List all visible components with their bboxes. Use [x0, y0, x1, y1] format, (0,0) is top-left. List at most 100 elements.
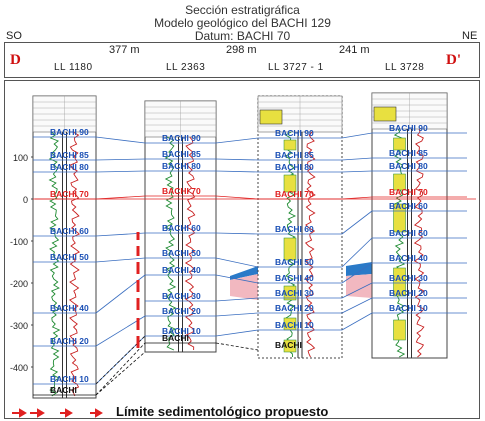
- depth-axis: 100 0 -100 -200 -300 -400: [10, 153, 35, 373]
- well-column-3: [257, 95, 343, 359]
- marker-label: BACHI 20: [389, 288, 428, 298]
- marker-label: BACHI 40: [50, 303, 89, 313]
- marker-label: BACHI 85: [162, 149, 201, 159]
- marker-label: BACHI 10: [50, 374, 89, 384]
- datum-label: Datum: BACHI 70: [194, 29, 291, 43]
- well-name-4: LL 3728: [385, 62, 425, 73]
- lithology-legend-box: [259, 109, 283, 125]
- correlation-line-bachi-30: [341, 282, 373, 299]
- sand-body: [393, 137, 406, 151]
- marker-label: BACHI 60: [162, 223, 201, 233]
- correlation-line-bachi-85: [341, 157, 373, 161]
- direction-left: SO: [6, 30, 22, 42]
- marker-label: BACHI 40: [275, 273, 314, 283]
- marker-label: BACHI 60: [50, 226, 89, 236]
- marker-label: BACHI 30: [162, 291, 201, 301]
- sand-body: [283, 339, 297, 353]
- legend-boundary-symbol: [12, 408, 103, 418]
- depth-tick-label: -400: [10, 363, 28, 373]
- well-border: [371, 92, 448, 359]
- correlation-line-bachi-80: [341, 170, 373, 173]
- well-column-1: [32, 95, 97, 399]
- blue-correlation-fill-left: [230, 266, 258, 280]
- correlation-line-bachi-60: [215, 232, 259, 235]
- marker-label: BACHI 10: [275, 320, 314, 330]
- section-frame: [4, 80, 480, 419]
- sp-log-curve: [48, 131, 61, 397]
- marker-label: BACHI 40: [162, 265, 201, 275]
- marker-label: BACHI 30: [389, 273, 428, 283]
- distance-1: 377 m: [109, 44, 140, 56]
- correlation-line-bachi: [95, 342, 146, 396]
- well-column-4: [371, 92, 448, 359]
- correlation-line-bachi-50: [95, 257, 146, 263]
- sand-body: [393, 267, 406, 297]
- marker-label: BACHI 40: [389, 253, 428, 263]
- sand-body: [283, 174, 297, 193]
- section-end-label: D': [446, 52, 461, 68]
- depth-tick-label: -100: [10, 237, 28, 247]
- correlation-line-bachi-70: [95, 195, 146, 200]
- lithology-legend-box: [373, 106, 397, 122]
- correlation-line-bachi-20: [215, 312, 259, 317]
- header-frame: [4, 42, 480, 78]
- marker-label: BACHI 80: [50, 162, 89, 172]
- marker-label: BACHI: [162, 333, 189, 343]
- correlation-line-bachi-40: [215, 274, 259, 284]
- marker-label: BACHI 70: [275, 189, 314, 199]
- marker-label: BACHI 85: [275, 150, 314, 160]
- correlation-line-bachi-50: [341, 237, 373, 268]
- marker-label: BACHI 80: [162, 161, 201, 171]
- correlation-line-bachi-80: [95, 170, 146, 173]
- marker-label: BACHI 85: [50, 150, 89, 160]
- marker-label: BACHI 10: [162, 326, 201, 336]
- well-name-1: LL 1180: [54, 62, 93, 73]
- correlation-line-bachi-10: [215, 329, 259, 337]
- depth-tick-label: 0: [23, 195, 28, 205]
- pink-correlation-fill-left: [230, 274, 258, 300]
- sand-body: [393, 173, 406, 191]
- marker-label: BACHI 50: [275, 257, 314, 267]
- marker-label: BACHI 50: [389, 228, 428, 238]
- marker-label: BACHI 20: [275, 303, 314, 313]
- correlation-line-bachi-60: [341, 210, 373, 235]
- sand-body: [283, 285, 297, 301]
- correlation-line-bachi-90: [215, 137, 259, 144]
- marker-label: BACHI 10: [389, 303, 428, 313]
- direction-right: NE: [462, 30, 478, 42]
- marker-labels: BACHI 90 BACHI 85 BACHI 80 BACHI 70 BACHI 60…: [50, 123, 428, 395]
- marker-label: BACHI 60: [275, 224, 314, 234]
- correlation-line-bachi-40: [341, 262, 373, 284]
- depth-tick-label: 100: [13, 153, 28, 163]
- well-name-2: LL 2363: [166, 62, 206, 73]
- correlation-line-bachi-80: [215, 170, 259, 173]
- correlation-line-bachi-90: [95, 136, 146, 144]
- marker-label: BACHI: [275, 340, 302, 350]
- pink-correlation-fill-right: [346, 274, 372, 298]
- correlation-line-bachi: [215, 342, 259, 351]
- marker-label: BACHI 70: [50, 189, 89, 199]
- resistivity-log-curve: [68, 131, 81, 397]
- distance-3: 241 m: [339, 44, 370, 56]
- sp-log-curve: [164, 136, 177, 351]
- marker-label: BACHI 90: [50, 127, 89, 137]
- correlation-line-bachi-50: [215, 257, 259, 268]
- well-border: [32, 95, 97, 399]
- correlation-lines: [33, 132, 476, 396]
- sand-body: [393, 319, 406, 341]
- correlation-line-bachi-20: [341, 297, 373, 314]
- sp-log-curve: [393, 128, 406, 358]
- correlation-line-bachi-85: [95, 158, 146, 161]
- well-border: [257, 95, 343, 359]
- marker-label: BACHI 70: [162, 186, 201, 196]
- correlation-line-bachi-base-link: [95, 351, 146, 396]
- marker-label: BACHI 20: [162, 306, 201, 316]
- depth-tick-label: -200: [10, 279, 28, 289]
- marker-label: BACHI 80: [389, 161, 428, 171]
- well-logs: [32, 92, 448, 399]
- resistivity-log-curve: [184, 136, 196, 351]
- marker-label: BACHI 80: [275, 162, 314, 172]
- marker-label: BACHI 90: [275, 128, 314, 138]
- marker-label: BACHI 60: [389, 201, 428, 211]
